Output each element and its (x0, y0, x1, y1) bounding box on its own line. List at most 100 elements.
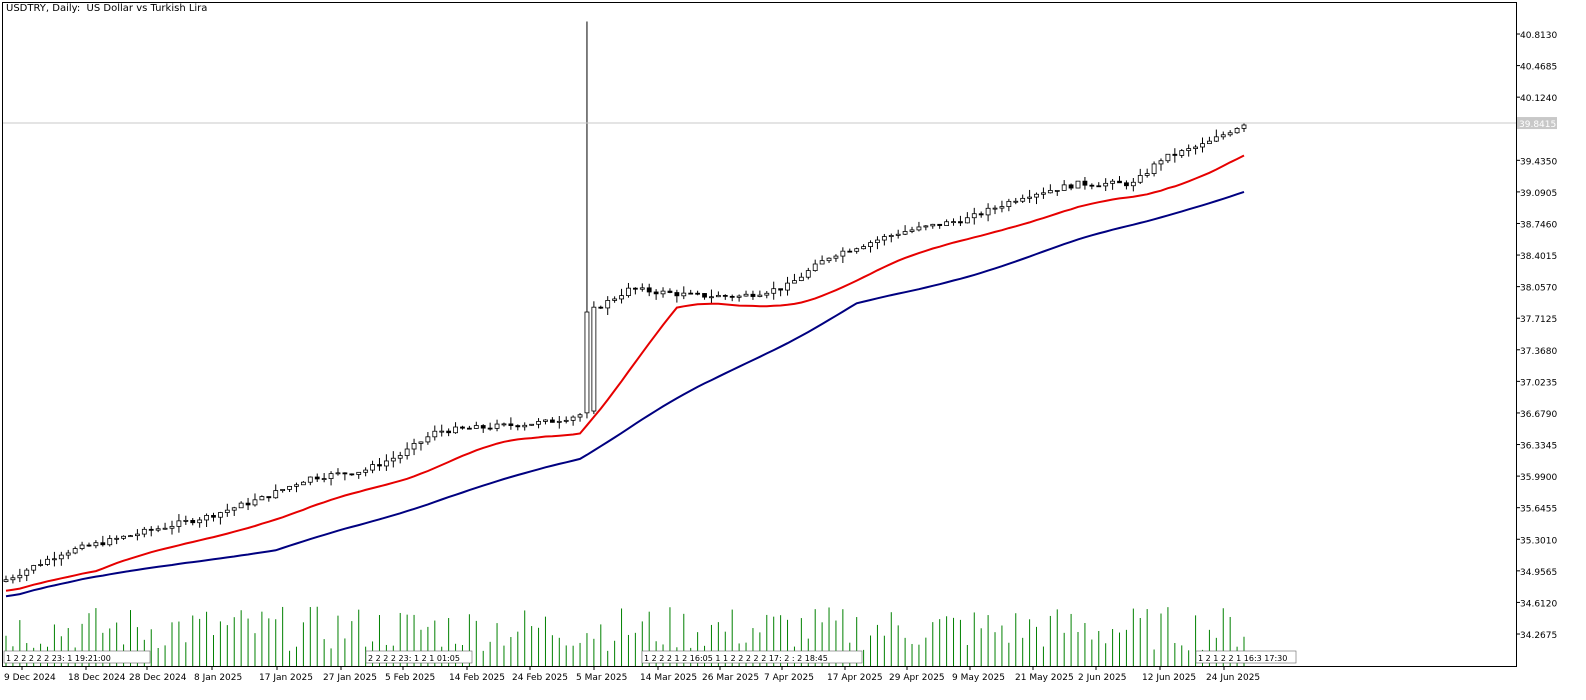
candle-body[interactable] (1013, 200, 1019, 203)
candle-body[interactable] (252, 499, 258, 506)
candle-body[interactable] (764, 292, 770, 296)
candle-body[interactable] (833, 255, 839, 259)
candle-body[interactable] (702, 293, 707, 298)
candle-body[interactable] (909, 229, 915, 232)
candle-body[interactable] (1186, 148, 1192, 152)
candle-body[interactable] (466, 427, 472, 430)
candle-body[interactable] (1241, 124, 1247, 129)
candle-body[interactable] (868, 242, 873, 247)
candle-body[interactable] (999, 206, 1005, 209)
candle-body[interactable] (480, 425, 486, 429)
candle-body[interactable] (1047, 190, 1053, 194)
candle-body[interactable] (549, 419, 555, 423)
candle-body[interactable] (135, 533, 140, 537)
candle-body[interactable] (176, 520, 182, 527)
candle-body[interactable] (266, 496, 272, 499)
candle-body[interactable] (875, 239, 880, 244)
candle-body[interactable] (38, 564, 43, 566)
candle-body[interactable] (356, 471, 362, 475)
candle-body[interactable] (86, 544, 92, 547)
candle-body[interactable] (688, 292, 694, 295)
candle-body[interactable] (245, 502, 251, 506)
candle-body[interactable] (930, 223, 936, 227)
candle-body[interactable] (695, 292, 701, 295)
candle-body[interactable] (432, 430, 438, 438)
candle-body[interactable] (563, 419, 569, 422)
candle-body[interactable] (1220, 134, 1226, 138)
candle-body[interactable] (79, 544, 85, 549)
candle-body[interactable] (626, 287, 631, 297)
candle-body[interactable] (895, 233, 901, 236)
candle-body[interactable] (148, 528, 154, 531)
candle-body[interactable] (487, 427, 493, 430)
candle-body[interactable] (1227, 132, 1233, 136)
candle-body[interactable] (473, 425, 479, 429)
candle-body[interactable] (1054, 189, 1060, 192)
candle-body[interactable] (349, 473, 355, 476)
candle-body[interactable] (17, 574, 23, 579)
candle-body[interactable] (1165, 153, 1171, 162)
candle-body[interactable] (819, 260, 825, 265)
candle-body[interactable] (321, 478, 327, 480)
candle-body[interactable] (121, 535, 126, 539)
candle-body[interactable] (570, 416, 576, 421)
candle-body[interactable] (280, 488, 286, 491)
candle-body[interactable] (45, 558, 50, 565)
candle-body[interactable] (667, 290, 673, 293)
candle-body[interactable] (722, 294, 728, 297)
candle-body[interactable] (390, 457, 396, 462)
candle-body[interactable] (736, 295, 742, 298)
candle-body[interactable] (211, 515, 216, 518)
candle-body[interactable] (543, 419, 548, 422)
candle-body[interactable] (58, 554, 64, 560)
candle-body[interactable] (1041, 192, 1046, 195)
candle-body[interactable] (729, 295, 735, 298)
candle-body[interactable] (287, 485, 292, 490)
candle-body[interactable] (1117, 180, 1122, 184)
candle-body[interactable] (812, 263, 818, 272)
candle-body[interactable] (681, 292, 687, 297)
candle-body[interactable] (1213, 136, 1219, 142)
candle-body[interactable] (619, 295, 624, 300)
candle-body[interactable] (10, 577, 16, 581)
candle-body[interactable] (65, 552, 71, 556)
candle-body[interactable] (923, 225, 929, 228)
candle-body[interactable] (598, 306, 604, 309)
candle-body[interactable] (674, 292, 680, 297)
candle-body[interactable] (259, 496, 265, 501)
candle-body[interactable] (577, 414, 583, 418)
candle-body[interactable] (785, 282, 790, 291)
candle-body[interactable] (183, 520, 189, 522)
candle-body[interactable] (155, 528, 161, 531)
candle-body[interactable] (224, 509, 230, 513)
candle-body[interactable] (446, 430, 452, 434)
candle-body[interactable] (1110, 180, 1115, 184)
candle-body[interactable] (1075, 180, 1081, 189)
candle-body[interactable] (238, 502, 244, 509)
candle-body[interactable] (460, 426, 465, 429)
candle-body[interactable] (383, 460, 389, 467)
candle-body[interactable] (190, 520, 196, 524)
candle-body[interactable] (826, 257, 832, 262)
candle-body[interactable] (951, 221, 956, 224)
candle-body[interactable] (1200, 143, 1205, 148)
candle-body[interactable] (971, 213, 977, 219)
candle-body[interactable] (605, 300, 611, 309)
candle-body[interactable] (632, 287, 638, 290)
candle-body[interactable] (937, 223, 943, 226)
candle-body[interactable] (1089, 184, 1095, 187)
candle-body[interactable] (335, 472, 341, 475)
candle-body[interactable] (418, 441, 424, 444)
candle-body[interactable] (805, 270, 811, 278)
candle-body[interactable] (536, 421, 541, 425)
candle-body[interactable] (1096, 185, 1102, 188)
candle-body[interactable] (107, 538, 113, 546)
candle-body[interactable] (757, 294, 763, 297)
candle-body[interactable] (771, 288, 777, 294)
candle-body[interactable] (52, 558, 57, 561)
candle-body[interactable] (1207, 140, 1212, 145)
candle-body[interactable] (114, 537, 120, 540)
candle-body[interactable] (861, 246, 867, 250)
